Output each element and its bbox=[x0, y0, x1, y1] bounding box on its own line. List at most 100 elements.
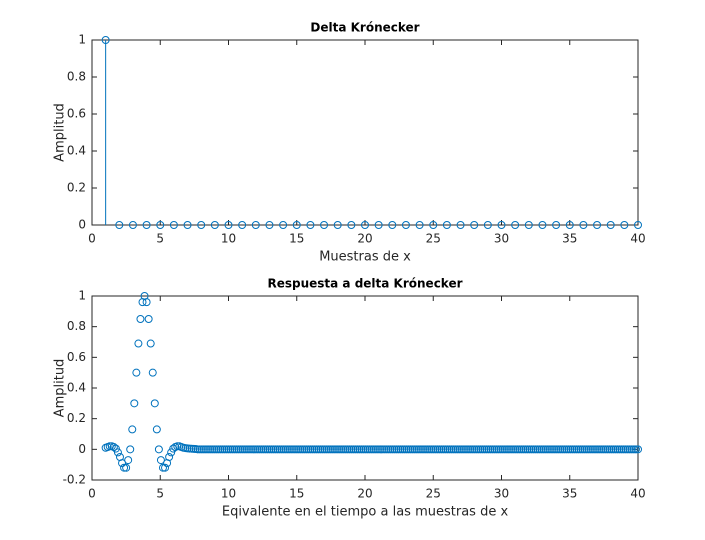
stem-marker bbox=[224, 221, 233, 229]
marker bbox=[486, 445, 495, 454]
marker bbox=[402, 445, 411, 454]
marker bbox=[318, 445, 327, 454]
marker bbox=[265, 445, 274, 454]
marker bbox=[247, 445, 256, 454]
marker bbox=[199, 445, 208, 454]
marker bbox=[629, 445, 638, 454]
marker bbox=[345, 445, 354, 454]
marker bbox=[320, 445, 329, 454]
marker bbox=[306, 445, 315, 454]
marker bbox=[443, 445, 452, 454]
marker bbox=[212, 445, 221, 454]
stem-marker bbox=[197, 221, 206, 229]
marker bbox=[625, 445, 634, 454]
stem-marker bbox=[483, 221, 492, 229]
marker bbox=[525, 445, 534, 454]
marker bbox=[533, 445, 542, 454]
stem-marker bbox=[210, 221, 219, 229]
marker bbox=[234, 445, 243, 454]
marker bbox=[240, 445, 249, 454]
x-tick-label: 20 bbox=[357, 487, 372, 501]
marker bbox=[613, 445, 622, 454]
marker bbox=[330, 445, 339, 454]
marker bbox=[281, 445, 290, 454]
marker bbox=[394, 445, 403, 454]
marker bbox=[384, 445, 393, 454]
stem-marker bbox=[552, 221, 561, 229]
marker bbox=[457, 445, 466, 454]
marker bbox=[543, 445, 552, 454]
marker bbox=[201, 445, 210, 454]
marker bbox=[539, 445, 548, 454]
x-tick-label: 0 bbox=[88, 487, 96, 501]
marker bbox=[220, 445, 229, 454]
marker bbox=[392, 445, 401, 454]
marker bbox=[251, 445, 260, 454]
x-tick-label: 30 bbox=[494, 487, 509, 501]
marker bbox=[355, 445, 364, 454]
marker bbox=[120, 463, 129, 472]
marker bbox=[152, 425, 161, 434]
marker bbox=[605, 445, 614, 454]
marker bbox=[451, 445, 460, 454]
marker bbox=[302, 445, 311, 454]
marker bbox=[357, 445, 366, 454]
marker bbox=[118, 459, 127, 468]
stem-marker bbox=[620, 221, 629, 229]
marker bbox=[222, 445, 231, 454]
marker bbox=[439, 445, 448, 454]
marker bbox=[406, 445, 415, 454]
y-tick-label: 1 bbox=[78, 289, 86, 303]
marker bbox=[326, 445, 335, 454]
stem-marker bbox=[183, 221, 192, 229]
marker bbox=[478, 445, 487, 454]
stem-marker bbox=[156, 221, 165, 229]
marker bbox=[285, 445, 294, 454]
marker bbox=[437, 445, 446, 454]
y-tick-label: 0.4 bbox=[67, 144, 86, 158]
stem-marker bbox=[634, 221, 642, 229]
x-tick-label: 0 bbox=[88, 232, 96, 246]
marker bbox=[216, 445, 225, 454]
marker bbox=[490, 445, 499, 454]
marker bbox=[537, 445, 546, 454]
axes-box bbox=[91, 39, 639, 226]
marker bbox=[238, 445, 247, 454]
marker bbox=[531, 445, 540, 454]
x-tick-label: 40 bbox=[630, 487, 645, 501]
marker bbox=[335, 445, 344, 454]
marker bbox=[404, 445, 413, 454]
marker bbox=[566, 445, 575, 454]
x-tick-label: 10 bbox=[221, 232, 236, 246]
y-tick-label: 0.2 bbox=[67, 181, 86, 195]
marker bbox=[441, 445, 450, 454]
y-axis-label: Amplitud bbox=[53, 103, 68, 162]
marker bbox=[462, 445, 471, 454]
marker bbox=[271, 445, 280, 454]
stem-marker bbox=[101, 36, 110, 44]
stem-marker bbox=[347, 221, 356, 229]
x-tick-label: 15 bbox=[289, 232, 304, 246]
marker bbox=[634, 445, 642, 454]
marker bbox=[224, 445, 233, 454]
stem-marker bbox=[511, 221, 520, 229]
marker bbox=[476, 445, 485, 454]
marker bbox=[455, 445, 464, 454]
marker bbox=[556, 445, 565, 454]
marker bbox=[249, 445, 258, 454]
marker bbox=[337, 445, 346, 454]
marker bbox=[378, 445, 387, 454]
marker bbox=[623, 445, 632, 454]
marker bbox=[513, 445, 522, 454]
stem-marker bbox=[470, 221, 479, 229]
marker bbox=[435, 445, 444, 454]
marker bbox=[433, 445, 442, 454]
x-axis-label: Eqivalente en el tiempo a las muestras d… bbox=[222, 505, 509, 520]
marker bbox=[290, 445, 299, 454]
stem-marker bbox=[388, 221, 397, 229]
chart-title: Delta Krónecker bbox=[310, 21, 419, 35]
marker bbox=[128, 425, 137, 434]
y-tick-label: 0.8 bbox=[67, 70, 86, 84]
marker bbox=[208, 445, 217, 454]
marker bbox=[214, 445, 223, 454]
